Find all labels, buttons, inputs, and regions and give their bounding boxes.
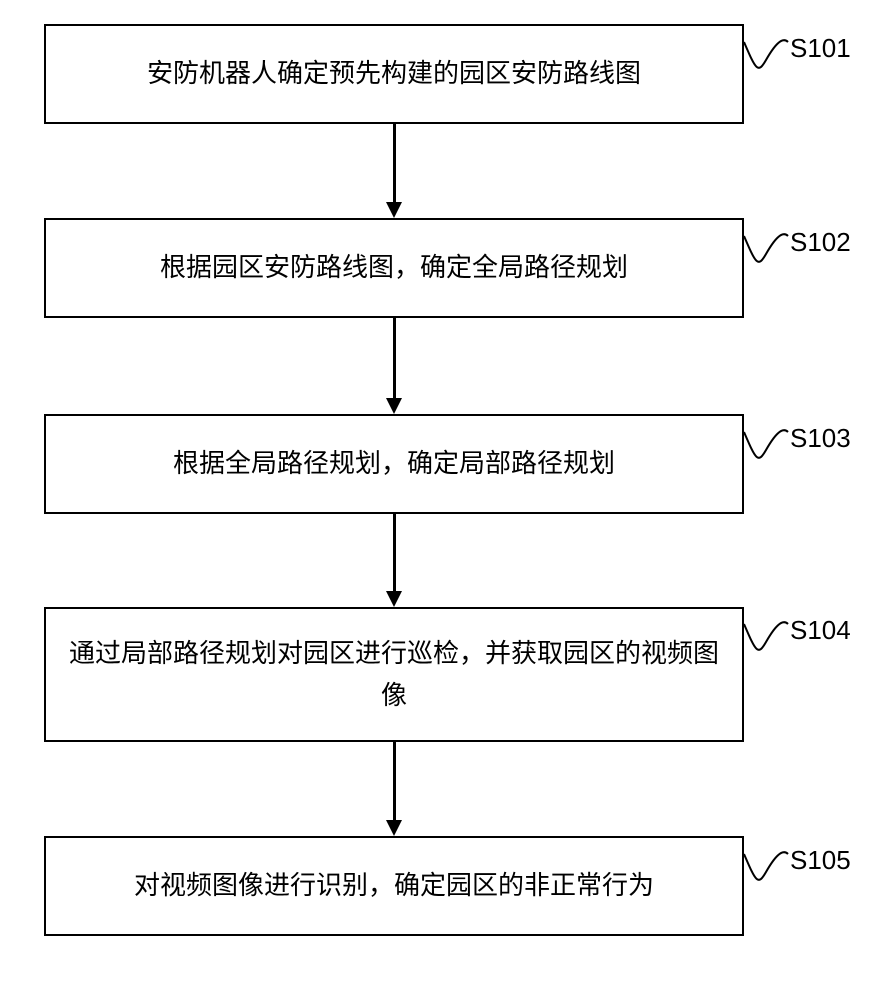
step-label: S105: [790, 845, 851, 876]
flowchart-container: 安防机器人确定预先构建的园区安防路线图 S101 根据园区安防路线图，确定全局路…: [0, 0, 873, 1000]
flowchart-node: 通过局部路径规划对园区进行巡检，并获取园区的视频图像: [44, 607, 744, 742]
step-label: S101: [790, 33, 851, 64]
flowchart-node: 根据园区安防路线图，确定全局路径规划: [44, 218, 744, 318]
step-label: S104: [790, 615, 851, 646]
step-label: S102: [790, 227, 851, 258]
node-text: 通过局部路径规划对园区进行巡检，并获取园区的视频图像: [66, 633, 722, 716]
flowchart-node: 对视频图像进行识别，确定园区的非正常行为: [44, 836, 744, 936]
node-text: 根据全局路径规划，确定局部路径规划: [173, 443, 615, 485]
node-text: 安防机器人确定预先构建的园区安防路线图: [147, 53, 641, 95]
flowchart-node: 根据全局路径规划，确定局部路径规划: [44, 414, 744, 514]
flowchart-node: 安防机器人确定预先构建的园区安防路线图: [44, 24, 744, 124]
node-text: 对视频图像进行识别，确定园区的非正常行为: [134, 865, 654, 907]
step-label: S103: [790, 423, 851, 454]
node-text: 根据园区安防路线图，确定全局路径规划: [160, 247, 628, 289]
